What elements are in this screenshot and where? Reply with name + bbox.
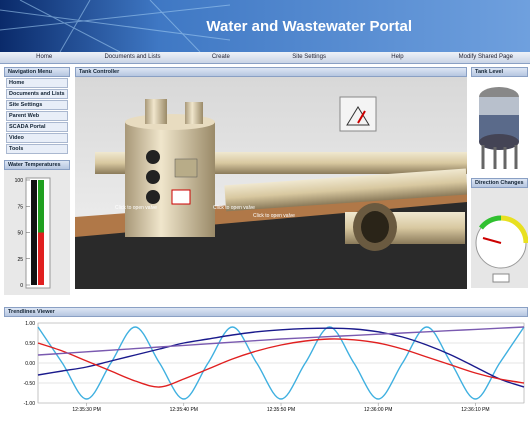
- banner-art: [0, 0, 231, 53]
- panel-title: Tank Controller: [75, 67, 467, 77]
- gauge-tick-label: 75: [17, 204, 23, 210]
- nav-item[interactable]: Modify Shared Page: [458, 54, 513, 60]
- gauge-green: [38, 180, 44, 233]
- tank-scene: [75, 77, 468, 289]
- valve-label[interactable]: Click to open valve: [115, 205, 157, 211]
- panel-title: Direction Changes: [471, 178, 528, 188]
- trend-line: [37, 327, 525, 388]
- valve-label[interactable]: Click to open valve: [213, 205, 255, 211]
- menu-item[interactable]: Home: [6, 78, 68, 88]
- trend-line: [37, 338, 525, 388]
- trend-panel: Trendlines Viewer -1.00 -0.50 0.00 0.50 1.00…: [4, 307, 528, 418]
- tank-level-icon: [471, 77, 528, 172]
- gauge-red: [38, 232, 44, 285]
- menu-item[interactable]: Tools: [6, 144, 68, 154]
- x-tick-label: 12:36:00 PM: [364, 407, 392, 413]
- nav-item[interactable]: Create: [211, 54, 230, 60]
- panel-title: Navigation Menu: [4, 67, 70, 77]
- gauge-tick-label: 100: [15, 178, 24, 184]
- menu-item[interactable]: SCADA Portal: [6, 122, 68, 132]
- portal-title: Water and Wastewater Portal: [206, 18, 412, 35]
- temperature-gauge: 0 25 50 75 100: [4, 170, 70, 295]
- temperature-panel: Water Temperatures 0 25 50 75 100: [4, 160, 70, 295]
- nav-item[interactable]: Help: [391, 54, 404, 60]
- x-tick-label: 12:35:50 PM: [267, 407, 295, 413]
- y-tick-label: -1.00: [24, 401, 36, 407]
- x-tick-label: 12:35:40 PM: [170, 407, 198, 413]
- nav-item[interactable]: Home: [36, 54, 53, 60]
- gauge-tick-label: 25: [17, 257, 23, 263]
- valve-label[interactable]: Click to open valve: [253, 213, 295, 219]
- direction-dial: [471, 188, 529, 288]
- nav-item[interactable]: Documents and Lists: [104, 54, 161, 60]
- menu-item[interactable]: Site Settings: [6, 100, 68, 110]
- tank-panel: Tank Controller Click to open valve Click…: [75, 67, 468, 294]
- menu-list: Home Documents and Lists Site Settings Pare…: [4, 78, 70, 154]
- menu-item[interactable]: Documents and Lists: [6, 89, 68, 99]
- y-tick-label: 0.00: [25, 361, 35, 367]
- panel-title: Water Temperatures: [4, 160, 70, 170]
- header-banner: [0, 0, 530, 53]
- y-tick-label: 1.00: [25, 321, 35, 327]
- gauge-tick-label: 0: [20, 283, 23, 289]
- panel-title: Trendlines Viewer: [4, 307, 528, 317]
- x-tick-label: 12:35:30 PM: [72, 407, 100, 413]
- tank-level-panel: Tank Level: [471, 67, 528, 177]
- y-tick-label: -0.50: [24, 381, 36, 387]
- nav-bar: Home Documents and Lists Create Site Settin…: [0, 52, 530, 64]
- menu-item[interactable]: Video: [6, 133, 68, 143]
- nav-item[interactable]: Site Settings: [292, 54, 326, 60]
- trend-chart: -1.00 -0.50 0.00 0.50 1.00 12:35:30 PM 12:35:4…: [24, 321, 525, 413]
- y-tick-label: 0.50: [25, 341, 35, 347]
- gauge-upper: [31, 180, 37, 285]
- x-tick-label: 12:36:10 PM: [461, 407, 489, 413]
- direction-panel: Direction Changes: [471, 178, 529, 293]
- trend-line: [37, 326, 525, 356]
- menu-item[interactable]: Parent Web: [6, 111, 68, 121]
- nav-menu: Navigation Menu Home Documents and Lists S…: [4, 67, 70, 155]
- gauge-tick-label: 50: [17, 231, 23, 237]
- panel-title: Tank Level: [471, 67, 528, 77]
